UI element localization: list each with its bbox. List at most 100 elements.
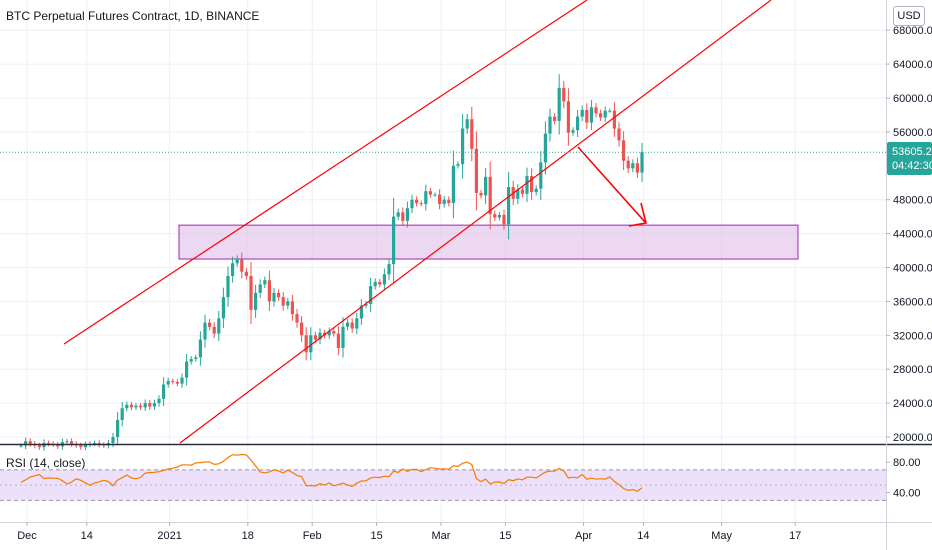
candle-body xyxy=(428,191,432,195)
candle-body xyxy=(405,208,409,221)
currency-button[interactable]: USD xyxy=(893,6,925,26)
y-tick-label: 60000.0 xyxy=(893,93,932,105)
candle-body xyxy=(410,199,414,209)
x-tick-label: 2021 xyxy=(157,530,181,542)
candle-body xyxy=(631,163,635,169)
projection-arrow[interactable] xyxy=(577,146,646,223)
candle-body xyxy=(24,441,28,446)
x-tick-label: 18 xyxy=(242,530,254,542)
support-zone[interactable] xyxy=(178,224,799,260)
candle-body xyxy=(576,116,580,131)
candle-body xyxy=(157,398,161,404)
x-tick-label: 15 xyxy=(370,530,382,542)
candle-body xyxy=(267,280,271,302)
candle-body xyxy=(198,339,202,358)
candle-body xyxy=(226,275,230,298)
candle-body xyxy=(562,87,566,102)
candle-body xyxy=(497,214,501,218)
candle-body xyxy=(369,286,373,304)
candle-body xyxy=(244,271,248,276)
candle-body xyxy=(134,405,138,408)
y-tick-label: 40000.0 xyxy=(893,263,932,275)
candle-body xyxy=(327,331,331,336)
candle-body xyxy=(83,444,87,448)
candle-body xyxy=(341,326,345,349)
candle-body xyxy=(240,259,244,272)
rsi-band xyxy=(0,469,886,501)
candle-body xyxy=(419,203,423,205)
y-tick-label: 24000.0 xyxy=(893,398,932,410)
candle-body xyxy=(617,128,621,141)
candle-body xyxy=(281,297,285,306)
rsi-tick-label: 80.00 xyxy=(893,457,921,469)
candle-body xyxy=(336,333,340,349)
candle-body xyxy=(350,322,354,329)
candle-body xyxy=(175,381,179,384)
candle-body xyxy=(571,130,575,133)
x-tick-label: 14 xyxy=(81,530,93,542)
candle-body xyxy=(557,87,561,121)
candle-body xyxy=(37,445,41,448)
candle-body xyxy=(139,405,143,408)
candle-body xyxy=(129,404,133,408)
candle-body xyxy=(507,186,511,225)
candle-body xyxy=(120,408,124,421)
candle-body xyxy=(396,212,400,217)
y-tick-label: 20000.0 xyxy=(893,432,932,444)
candle-body xyxy=(534,188,538,193)
x-tick-label: 14 xyxy=(637,530,649,542)
candle-body xyxy=(433,194,437,196)
candle-body xyxy=(599,113,603,118)
candle-body xyxy=(415,199,419,204)
x-tick-label: Mar xyxy=(432,530,451,542)
candle-body xyxy=(640,152,644,173)
y-tick-label: 48000.0 xyxy=(893,195,932,207)
candle-body xyxy=(516,189,520,199)
candle-body xyxy=(300,322,304,336)
candle-body xyxy=(470,119,474,149)
y-tick-label: 64000.0 xyxy=(893,59,932,71)
candle-body xyxy=(254,292,258,310)
projection-arrowhead xyxy=(628,202,647,227)
chart-title: BTC Perpetual Futures Contract, 1D, BINA… xyxy=(6,9,260,23)
candle-body xyxy=(520,189,524,194)
candle-body xyxy=(484,176,488,196)
x-tick-label: May xyxy=(711,530,732,542)
candle-body xyxy=(424,191,428,204)
candle-body xyxy=(221,297,225,319)
candle-body xyxy=(111,437,115,443)
candle-body xyxy=(530,175,534,193)
candle-body xyxy=(474,148,478,193)
candle-body xyxy=(309,335,313,353)
candle-body xyxy=(208,322,212,327)
candle-body xyxy=(47,442,51,444)
candle-body xyxy=(566,101,570,133)
candle-body xyxy=(332,331,336,334)
candle-body xyxy=(79,445,83,448)
candle-body xyxy=(608,110,612,112)
channel-lower-line[interactable] xyxy=(179,0,772,444)
candle-body xyxy=(585,109,589,123)
candle-body xyxy=(295,314,299,323)
candle-body xyxy=(401,212,405,221)
candle-body xyxy=(465,119,469,129)
candle-body xyxy=(438,194,442,204)
candle-body xyxy=(152,403,156,407)
candle-body xyxy=(451,165,455,204)
y-tick-label: 28000.0 xyxy=(893,364,932,376)
candle-body xyxy=(203,322,207,340)
candle-body xyxy=(304,335,308,353)
last-price-value: 53605.2 xyxy=(892,146,932,158)
candle-body xyxy=(166,381,170,385)
candle-body xyxy=(318,332,322,340)
candle-body xyxy=(93,442,97,444)
channel-upper-line[interactable] xyxy=(63,0,588,345)
candle-body xyxy=(249,275,253,310)
candle-body xyxy=(635,163,639,173)
candle-body xyxy=(626,160,630,169)
candle-body xyxy=(125,404,129,409)
y-tick-label: 56000.0 xyxy=(893,127,932,139)
candle-body xyxy=(447,199,451,204)
